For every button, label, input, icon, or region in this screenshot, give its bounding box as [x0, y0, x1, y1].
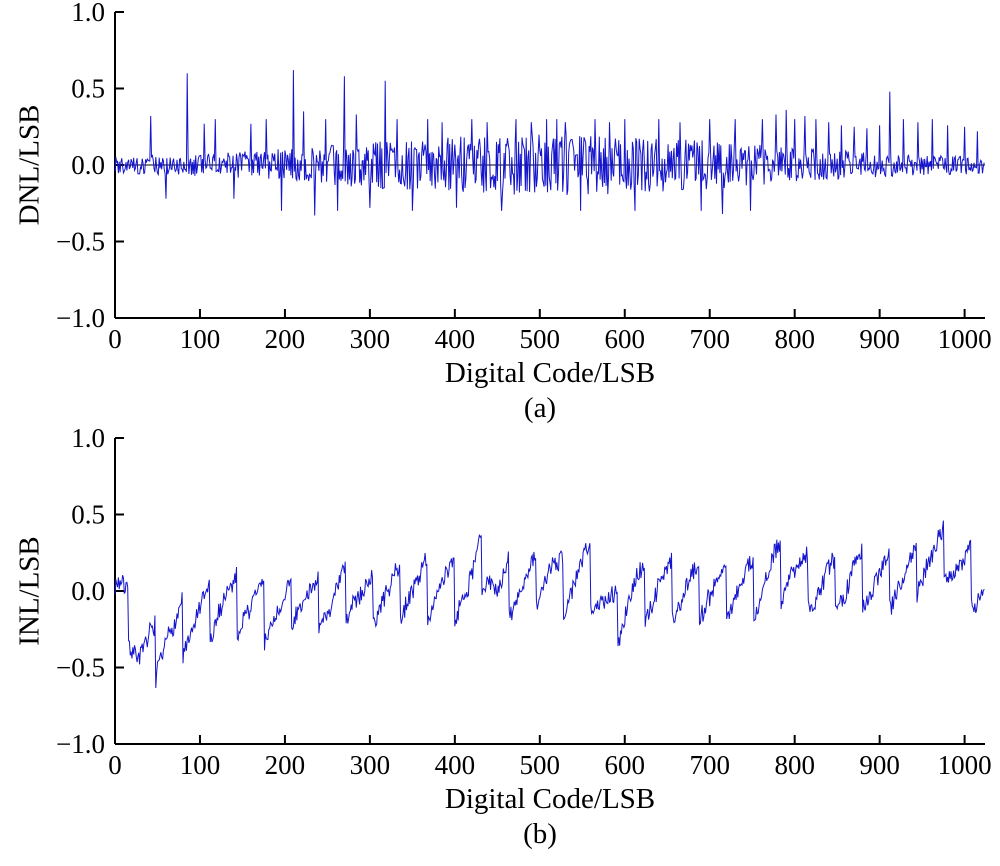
x-tick-label: 600: [605, 750, 646, 780]
y-tick-label: −1.0: [56, 303, 105, 333]
y-tick-label: 0.5: [71, 500, 105, 530]
y-tick-label: −1.0: [56, 729, 105, 759]
x-tick-label: 900: [859, 750, 900, 780]
y-tick-label: −0.5: [56, 227, 105, 257]
inl-y-axis-label: INL/LSB: [13, 536, 46, 646]
x-tick-label: 600: [605, 324, 646, 354]
inl-figure: INL/LSB −1.0 −0.5 0.0 0.5 1.0 0 100 200 300 400 50…: [0, 426, 1000, 852]
x-tick-label: 500: [520, 750, 561, 780]
inl-plot: −1.0 −0.5 0.0 0.5 1.0 0 100 200 300 400 500 600 700 8…: [56, 426, 992, 780]
x-tick-label: 700: [689, 750, 730, 780]
inl-x-axis-label: Digital Code/LSB: [444, 783, 656, 815]
dnl-series-line: [114, 70, 985, 216]
x-tick-label: 800: [774, 750, 815, 780]
dnl-y-axis-label: DNL/LSB: [13, 104, 46, 226]
y-tick-label: 0.5: [71, 74, 105, 104]
x-tick-label: 200: [265, 750, 306, 780]
dnl-plot: −1.0 −0.5 0.0 0.5 1.0 0 100 200 300 400 500 600 700 8…: [56, 0, 992, 354]
dnl-x-axis-label: Digital Code/LSB: [444, 357, 656, 389]
inl-caption: (b): [523, 818, 557, 850]
x-tick-label: 0: [108, 750, 122, 780]
x-tick-label: 300: [350, 750, 391, 780]
inl-series-line: [114, 520, 985, 689]
x-tick-label: 200: [265, 324, 306, 354]
x-tick-label: 300: [350, 324, 391, 354]
x-tick-label: 1000: [938, 324, 992, 354]
y-tick-label: −0.5: [56, 653, 105, 683]
x-tick-label: 400: [435, 324, 476, 354]
x-tick-label: 800: [774, 324, 815, 354]
y-tick-label: 0.0: [71, 576, 105, 606]
x-tick-label: 400: [435, 750, 476, 780]
y-tick-label: 1.0: [71, 0, 105, 27]
x-tick-label: 100: [180, 750, 221, 780]
dnl-caption: (a): [523, 392, 557, 424]
x-tick-label: 0: [108, 324, 122, 354]
x-tick-label: 100: [180, 324, 221, 354]
y-tick-label: 1.0: [71, 426, 105, 453]
x-tick-label: 1000: [938, 750, 992, 780]
x-tick-label: 500: [520, 324, 561, 354]
y-tick-label: 0.0: [71, 150, 105, 180]
x-tick-label: 700: [689, 324, 730, 354]
x-tick-label: 900: [859, 324, 900, 354]
dnl-figure: DNL/LSB −1.0 −0.5 0.0 0.5 1.0 0 100 200 300 400 50…: [0, 0, 1000, 426]
